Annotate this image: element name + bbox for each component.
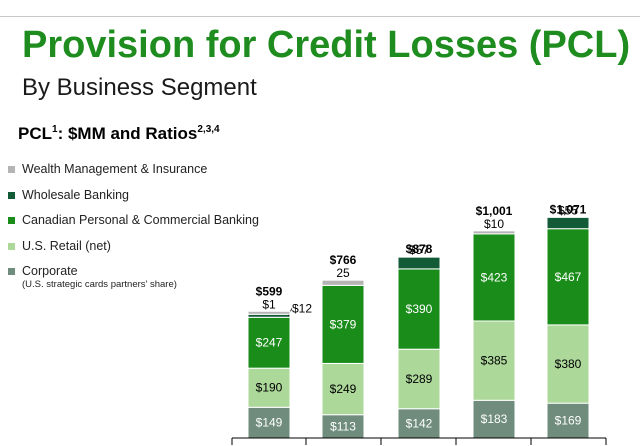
legend-label: Canadian Personal & Commercial Banking xyxy=(22,213,259,227)
legend-note: (U.S. strategic cards partners' share) xyxy=(22,279,177,290)
legend-swatch xyxy=(8,217,15,224)
bar-segment xyxy=(397,268,441,350)
legend-swatch xyxy=(8,166,15,173)
bar-value-label: $12 xyxy=(292,301,312,315)
bar-segment xyxy=(546,216,590,230)
bar-value-label: $183 xyxy=(481,412,508,426)
bar-total-label: $1,001 xyxy=(476,204,513,218)
chart-heading: PCL1: $MM and Ratios2,3,4 xyxy=(18,124,220,144)
bar-segment xyxy=(546,324,590,404)
bar-stack: $183 $385 $423 $10$1,001 xyxy=(472,204,516,439)
bar-segment xyxy=(247,310,291,315)
bar-value-label: $55 xyxy=(558,203,578,217)
bars-group: $149$190$247$12$1$599$113$249$37925$766$… xyxy=(247,202,590,439)
bar-segment xyxy=(247,316,291,369)
chart-heading-footnote-2: 2,3,4 xyxy=(197,124,220,135)
bar-stack: $149 $190 $247 $12 $1$599 xyxy=(247,284,312,439)
bar-segment xyxy=(472,320,516,401)
slide-subtitle: By Business Segment xyxy=(22,74,257,101)
bar-value-label: $380 xyxy=(555,357,582,371)
chart-heading-middle: : $MM and Ratios xyxy=(57,124,198,143)
bar-value-label: $385 xyxy=(481,354,508,368)
bar-stack: $169 $380 $467 $55$1,071 xyxy=(546,202,590,439)
bar-stack: $142 $289 $390 $57$878 xyxy=(397,242,441,439)
bar-segment xyxy=(472,399,516,439)
bar-segment xyxy=(546,402,590,439)
bar-value-label: $249 xyxy=(330,382,357,396)
bar-value-label: $247 xyxy=(256,336,283,350)
bar-value-label: $467 xyxy=(555,270,582,284)
legend-label: Wholesale Banking xyxy=(22,187,130,202)
bar-value-label: $149 xyxy=(256,416,283,430)
bar-segment xyxy=(321,279,365,286)
bar-value-label: $142 xyxy=(406,416,433,430)
bar-value-label: 25 xyxy=(336,266,350,280)
bar-total-label: $1,071 xyxy=(550,202,587,216)
bar-value-label: $113 xyxy=(330,419,356,433)
bar-value-label: $423 xyxy=(481,270,508,284)
x-axis xyxy=(231,437,607,445)
legend-swatch xyxy=(8,191,15,199)
legend-label: Corporate xyxy=(22,264,78,278)
slide-title: Provision for Credit Losses (PCL) xyxy=(22,24,631,66)
bar-segment xyxy=(546,228,590,326)
bar-value-label: $190 xyxy=(256,381,283,395)
bar-value-label: $169 xyxy=(555,414,582,428)
bar-value-label: $10 xyxy=(484,217,504,231)
bar-value-label: $1 xyxy=(262,297,276,311)
bar-segment xyxy=(472,230,516,235)
legend-label: Wealth Management & Insurance xyxy=(22,162,208,176)
bar-value-label: $379 xyxy=(330,317,357,331)
chart-heading-footnote-1: 1 xyxy=(52,124,58,135)
bar-value-label: $390 xyxy=(406,302,433,316)
top-rule xyxy=(0,16,640,17)
bar-segment xyxy=(397,256,441,270)
bar-total-label: $599 xyxy=(256,284,283,298)
bar-total-label: $766 xyxy=(330,253,357,267)
legend-swatch xyxy=(8,242,15,250)
legend-swatch xyxy=(8,268,15,275)
bar-value-label: $57 xyxy=(409,243,429,257)
bar-value-label: $289 xyxy=(406,372,433,386)
legend-label: U.S. Retail (net) xyxy=(22,238,111,253)
bar-segment xyxy=(472,233,516,322)
bar-segment xyxy=(321,362,365,416)
bar-segment xyxy=(321,284,365,364)
chart-heading-prefix: PCL xyxy=(18,124,52,143)
bar-total-label: $878 xyxy=(406,242,433,256)
bar-stack: $113 $249 $379 25$766 xyxy=(321,253,365,439)
